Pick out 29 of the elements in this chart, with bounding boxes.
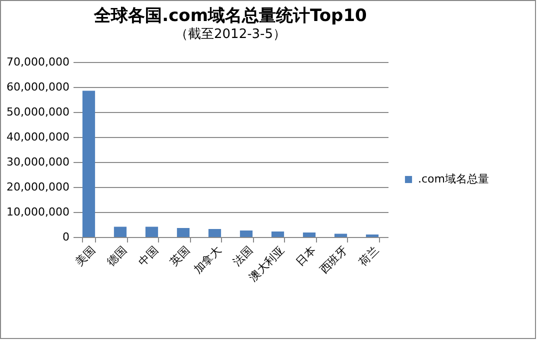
y-tick-label: 50,000,000 (6, 106, 70, 118)
y-tick-label: 0 (62, 230, 70, 244)
y-tick-label: 60,000,000 (6, 80, 70, 94)
x-tick-label: 法国 (230, 244, 256, 269)
x-tick-label: 德国 (104, 244, 130, 269)
bar (82, 90, 96, 237)
x-tick-label: 加拿大 (191, 244, 224, 276)
x-tick-label: 英国 (167, 244, 192, 269)
x-tick-label: 荷兰 (356, 244, 382, 269)
y-tick-label: 70,000,000 (6, 56, 70, 68)
bar (114, 226, 127, 237)
x-tick-label: 日本 (293, 244, 318, 269)
bar (334, 234, 348, 237)
x-tick-label: 西班牙 (317, 244, 350, 276)
bar (240, 230, 253, 237)
bar (302, 232, 316, 237)
legend-label: .com域名总量 (418, 172, 489, 186)
chart-title: 全球各国.com域名总量统计Top10 (93, 6, 368, 26)
y-tick-label: 10,000,000 (6, 206, 70, 218)
bar (145, 226, 158, 237)
y-tick-label: 30,000,000 (6, 156, 70, 168)
x-tick-label: 美国 (72, 244, 98, 269)
bar (176, 228, 190, 237)
y-tick-label: 20,000,000 (6, 180, 70, 194)
x-tick-label: 中国 (136, 244, 161, 269)
y-tick-label: 40,000,000 (6, 130, 70, 144)
bar (271, 232, 284, 237)
bar (208, 229, 222, 237)
chart-subtitle: （截至2012-3-5） (174, 27, 286, 42)
